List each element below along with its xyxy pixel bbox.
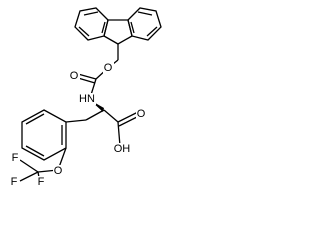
atom-labels: O O HN O OH O F F F — [9, 62, 147, 188]
atom-label: O — [137, 108, 146, 120]
bond — [117, 111, 139, 123]
bond — [65, 119, 87, 123]
double-bond — [25, 145, 45, 157]
bond — [77, 77, 96, 84]
double-bond — [101, 21, 106, 34]
phenyl — [21, 109, 67, 161]
double-bond — [25, 113, 45, 125]
double-bond — [137, 11, 153, 16]
bond — [77, 73, 97, 80]
structure: O O HN O OH O F F F — [9, 7, 162, 188]
bond — [19, 159, 39, 173]
bond — [85, 109, 105, 121]
atom-label: F — [38, 176, 45, 188]
double-bond — [83, 11, 99, 16]
atom-label: HN — [79, 93, 95, 105]
five-ring — [103, 19, 133, 45]
double-bond — [146, 26, 158, 37]
left-benzene — [74, 7, 109, 41]
atom-label: O — [54, 165, 63, 177]
bond — [118, 115, 140, 127]
double-bond — [78, 26, 90, 37]
atom-label: OH — [114, 143, 131, 155]
atom-label: F — [12, 152, 19, 164]
bond — [117, 121, 121, 147]
atom-label: O — [70, 70, 79, 82]
right-benzene — [127, 7, 162, 41]
bond — [103, 109, 119, 123]
bond — [19, 171, 39, 182]
double-bond — [130, 21, 135, 34]
atom-label: O — [104, 62, 113, 74]
atom-label: F — [11, 176, 18, 188]
